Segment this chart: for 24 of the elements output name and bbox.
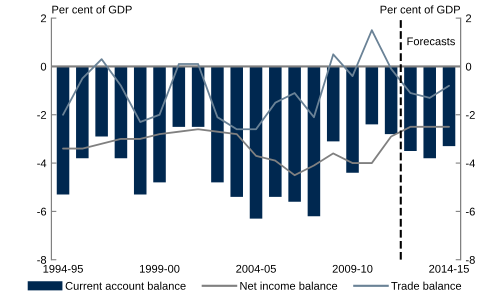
- annotation: Forecasts: [407, 38, 455, 46]
- y-tick-label: -8: [37, 256, 46, 264]
- y-tick-label: -6: [37, 208, 46, 216]
- y2-tick-label: -6: [466, 208, 475, 216]
- y2-tick-label: -2: [466, 111, 475, 119]
- y2-tick-label: -8: [466, 256, 475, 264]
- legend-label: Current account balance: [66, 282, 186, 290]
- y2-tick-label: -4: [466, 159, 476, 168]
- y-tick-label: 0: [40, 62, 46, 71]
- x-tick-label: 2014-15: [429, 264, 469, 273]
- legend-label: Net income balance: [240, 282, 338, 290]
- y-tick-label: -4: [37, 159, 46, 168]
- y2-tick-label: 2: [466, 14, 472, 22]
- legend-label: Trade balance: [391, 282, 462, 290]
- x-tick-label: 1999-00: [140, 264, 180, 273]
- x-tick-label: 2004-05: [236, 264, 276, 273]
- y-tick-label: 2: [40, 14, 46, 22]
- line-series: [62, 126, 450, 176]
- y-tick-label: -2: [37, 111, 46, 119]
- y2-axis-title: Per cent of GDP: [380, 5, 460, 14]
- y2-tick-label: 0: [466, 62, 472, 71]
- x-tick-label: 2009-10: [332, 264, 372, 273]
- y-axis-title: Per cent of GDP: [52, 5, 132, 14]
- x-tick-label: 1994-95: [43, 264, 83, 273]
